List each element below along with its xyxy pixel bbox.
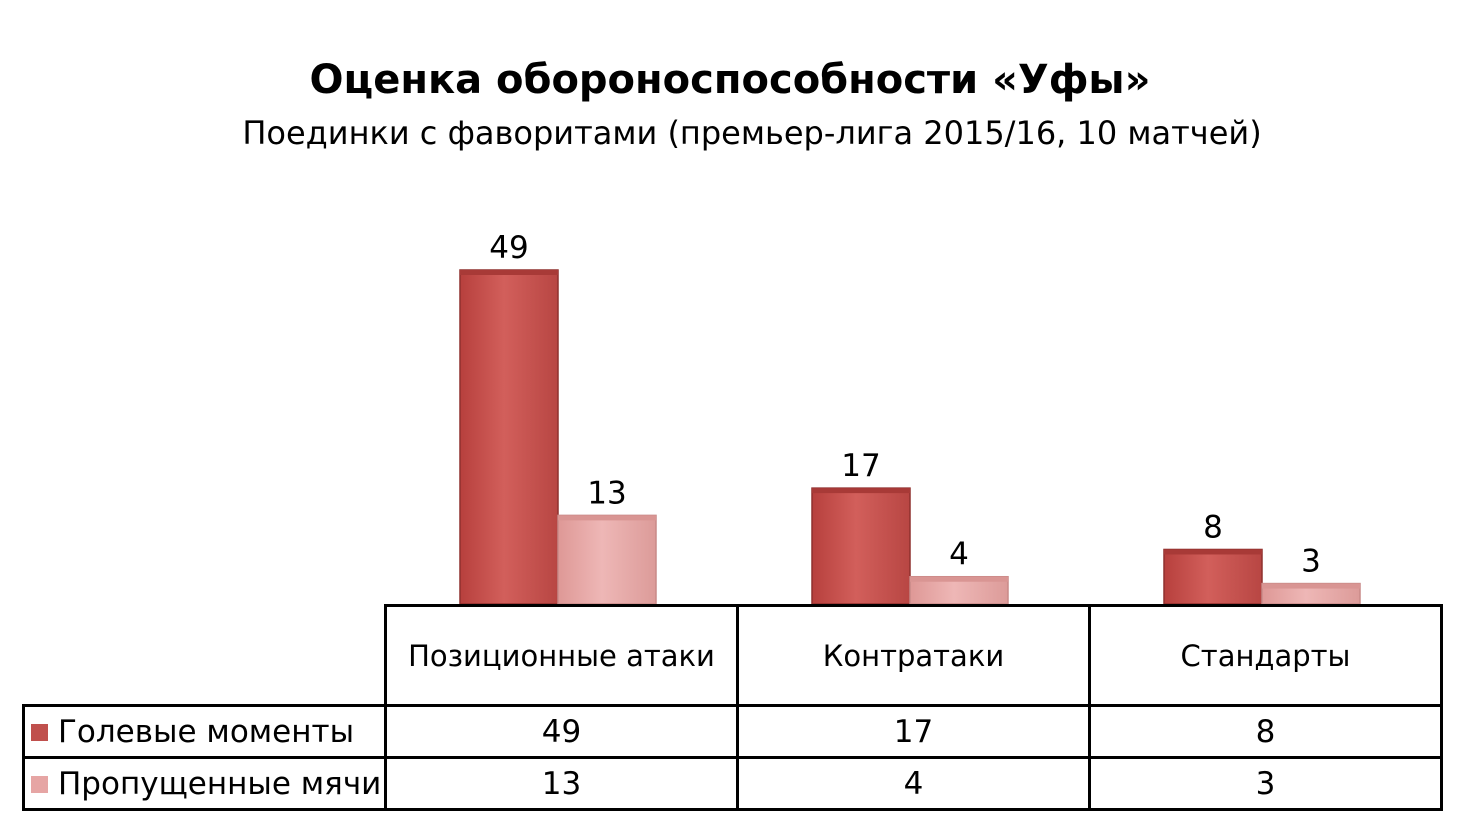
bar-series-0-category-0 (459, 269, 559, 605)
bar-series-0-category-1 (811, 487, 911, 605)
bar-label-series-0-category-0: 49 (489, 230, 528, 266)
category-header-positional-attacks: Позиционные атаки (384, 604, 739, 707)
bar-series-0-category-2 (1163, 548, 1263, 605)
legend-label-goal-chances: Голевые моменты (58, 713, 355, 750)
table-row-conceded-goals: Пропущенные мячи 13 4 3 (22, 756, 1443, 811)
bar-top-edge-series-0-category-0 (460, 270, 558, 275)
bar-label-series-0-category-2: 8 (1203, 509, 1223, 545)
table-cell-conceded-setpiece: 3 (1088, 756, 1443, 811)
table-corner-cell (23, 605, 387, 707)
legend-entry-conceded-goals: Пропущенные мячи (22, 756, 387, 811)
table-cell-goal-chances-setpiece: 8 (1088, 704, 1443, 759)
bar-top-edge-series-1-category-0 (558, 515, 656, 521)
bar-top-edge-series-0-category-2 (1164, 549, 1262, 555)
bars-group (459, 269, 1361, 605)
legend-label-conceded-goals: Пропущенные мячи (58, 765, 382, 802)
bar-label-series-0-category-1: 17 (841, 448, 880, 484)
table-cell-conceded-positional: 13 (384, 756, 739, 811)
bar-labels-group: 49 13 17 4 8 3 (489, 230, 1321, 580)
table-cell-goal-chances-positional: 49 (384, 704, 739, 759)
category-header-row: Позиционные атаки Контратаки Стандарты (23, 604, 1443, 707)
category-header-set-pieces: Стандарты (1088, 604, 1443, 707)
table-row-goal-chances: Голевые моменты 49 17 8 (22, 704, 1443, 759)
bar-top-edge-series-1-category-1 (910, 576, 1008, 582)
bar-series-1-category-0 (557, 514, 657, 605)
legend-key-conceded-goals (31, 775, 48, 793)
table-cell-goal-chances-counter: 17 (736, 704, 1091, 759)
bar-top-edge-series-1-category-2 (1262, 583, 1360, 589)
legend-entry-goal-chances: Голевые моменты (22, 704, 387, 759)
category-header-counterattacks: Контратаки (736, 604, 1091, 707)
legend-key-goal-chances (31, 723, 48, 741)
bar-top-edge-series-0-category-1 (812, 488, 910, 494)
bar-label-series-1-category-1: 4 (949, 537, 969, 573)
chart-title: Оценка обороноспособности «Уфы» (309, 57, 1151, 103)
bar-label-series-1-category-0: 13 (587, 475, 626, 511)
data-table: Позиционные атаки Контратаки Стандарты Г… (22, 604, 1443, 811)
chart-subtitle: Поединки с фаворитами (премьер-лига 2015… (242, 114, 1262, 152)
bar-label-series-1-category-2: 3 (1301, 544, 1321, 580)
table-cell-conceded-counter: 4 (736, 756, 1091, 811)
